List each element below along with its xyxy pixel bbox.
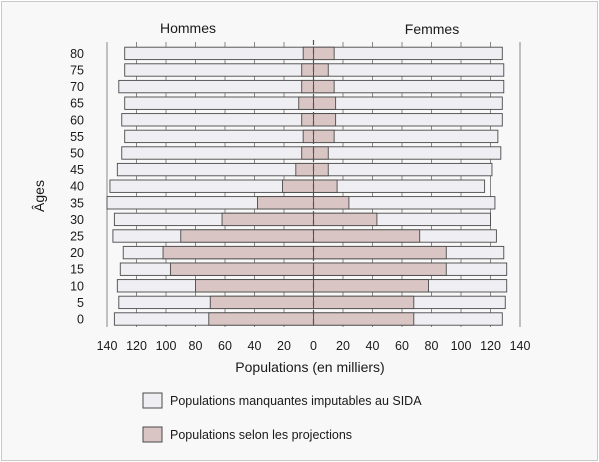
bar-men-age-75-series-1	[301, 63, 314, 77]
bar-men-age-60-series-1	[301, 113, 314, 127]
y-tick-labels: 0 5 10 15 20 25 30 35 40 45 50 55 60 65 70 75 80	[70, 47, 84, 327]
bar-women-age-45-series-1	[313, 162, 329, 177]
y-tick-label: 30	[70, 213, 84, 227]
bar-men-age-10-series-1	[195, 279, 314, 293]
y-tick-label: 55	[70, 130, 84, 144]
x-tick-label: 80	[425, 339, 439, 353]
bar-women-age-15-series-1	[313, 262, 447, 276]
y-tick-label: 10	[70, 279, 84, 293]
x-tick-label: 80	[189, 339, 203, 353]
x-tick-label: 40	[248, 339, 262, 353]
bar-men-age-0-series-1	[208, 312, 314, 326]
y-tick-label: 75	[70, 64, 84, 78]
y-tick-label: 5	[77, 296, 84, 310]
y-tick-label: 0	[77, 313, 84, 327]
bar-men-age-20-series-1	[162, 245, 314, 260]
x-tick-label: 120	[480, 339, 501, 353]
y-axis-label: Âges	[31, 180, 47, 212]
y-tick-label: 25	[70, 230, 84, 244]
bar-men-age-35-series-1	[257, 196, 314, 210]
bar-men-age-80-series-0	[124, 46, 314, 61]
bar-women-age-25-series-1	[313, 229, 421, 243]
bar-men-age-65-series-1	[298, 96, 314, 110]
bar-women-age-35-series-1	[313, 196, 350, 210]
x-tick-label: 20	[277, 339, 291, 353]
bar-women-age-40-series-0	[313, 179, 486, 193]
x-tick-label: 100	[451, 339, 472, 353]
bar-women-age-70-series-1	[313, 79, 335, 94]
bar-men-age-40-series-1	[282, 179, 314, 193]
bar-women-age-80-series-0	[313, 46, 503, 61]
bar-men-age-50-series-0	[121, 146, 314, 160]
y-tick-label: 60	[70, 113, 84, 127]
y-tick-label: 65	[70, 97, 84, 111]
y-tick-label: 80	[70, 47, 84, 61]
legend-label-aids: Populations manquantes imputables au SID…	[170, 394, 422, 408]
y-tick-label: 45	[70, 163, 84, 177]
bar-women-age-60-series-1	[313, 113, 337, 127]
legend-swatch-aids	[142, 392, 163, 409]
bar-women-age-45-series-0	[313, 162, 493, 177]
bar-women-age-50-series-0	[313, 146, 502, 160]
x-tick-label: 60	[395, 339, 409, 353]
bar-men-age-30-series-1	[221, 212, 314, 227]
x-tick-label: 120	[126, 339, 147, 353]
bar-men-age-50-series-1	[301, 146, 314, 160]
bar-women-age-75-series-1	[313, 63, 329, 77]
bar-men-age-15-series-1	[169, 262, 314, 276]
bar-men-age-45-series-1	[295, 162, 314, 177]
bar-women-age-75-series-0	[313, 63, 505, 77]
bar-men-age-45-series-0	[116, 162, 314, 177]
bar-men-age-5-series-1	[209, 295, 314, 310]
bar-men-age-70-series-1	[301, 79, 314, 94]
x-tick-label: 140	[97, 339, 118, 353]
bars-projection-series	[162, 46, 447, 326]
bar-women-age-55-series-0	[313, 129, 499, 144]
bar-women-age-10-series-1	[313, 279, 430, 293]
x-tick-labels: 140 120 100 80 60 40 20 0 20 40 60 80 100 120 140	[97, 339, 531, 353]
x-tick-label: 140	[510, 339, 531, 353]
y-tick-label: 35	[70, 196, 84, 210]
bar-women-age-30-series-1	[313, 212, 378, 227]
left-group-label: Hommes	[160, 20, 216, 36]
bar-women-age-20-series-1	[313, 245, 447, 260]
y-tick-label: 15	[70, 263, 84, 277]
y-tick-label: 70	[70, 80, 84, 94]
bar-men-age-80-series-1	[302, 46, 314, 61]
bar-women-age-40-series-1	[313, 179, 338, 193]
y-tick-label: 40	[70, 180, 84, 194]
bar-women-age-65-series-0	[313, 96, 503, 110]
legend-label-projection: Populations selon les projections	[170, 428, 352, 442]
bar-women-age-5-series-1	[313, 295, 415, 310]
y-tick-label: 50	[70, 147, 84, 161]
bar-women-age-80-series-1	[313, 46, 335, 61]
bar-women-age-70-series-0	[313, 79, 505, 94]
x-tick-label: 60	[218, 339, 232, 353]
right-group-label: Femmes	[405, 21, 459, 37]
bar-women-age-65-series-1	[313, 96, 337, 110]
bar-women-age-50-series-1	[313, 146, 329, 160]
bar-men-age-75-series-0	[124, 63, 314, 77]
y-tick-label: 20	[70, 246, 84, 260]
x-tick-label: 40	[366, 339, 380, 353]
x-tick-label: 100	[156, 339, 177, 353]
legend-swatch-projection	[142, 426, 163, 443]
bar-women-age-55-series-1	[313, 129, 335, 144]
bar-women-age-60-series-0	[313, 113, 503, 127]
bar-men-age-25-series-1	[180, 229, 314, 243]
bar-men-age-65-series-0	[124, 96, 314, 110]
bar-men-age-70-series-0	[118, 79, 314, 94]
x-tick-label: 20	[336, 339, 350, 353]
x-axis-label: Populations (en milliers)	[235, 359, 384, 375]
bar-women-age-0-series-1	[313, 312, 415, 326]
x-tick-label: 0	[310, 339, 317, 353]
bar-men-age-55-series-0	[124, 129, 314, 144]
bar-men-age-60-series-0	[121, 113, 314, 127]
bar-men-age-55-series-1	[302, 129, 314, 144]
